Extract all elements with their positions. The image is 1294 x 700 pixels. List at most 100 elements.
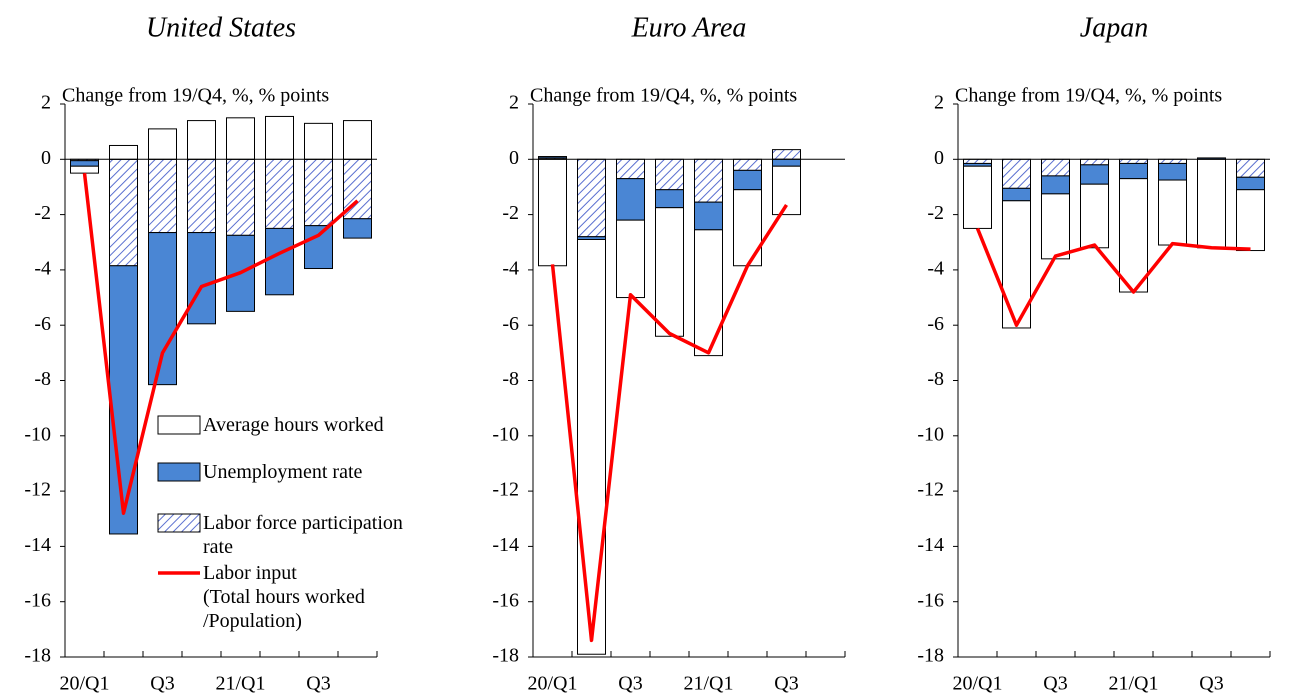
y-tick-label: -8 [927,368,944,390]
bar [70,165,99,174]
bar [109,265,138,535]
bar [343,218,372,239]
bar [1197,158,1226,249]
bar [577,158,606,238]
bar [733,169,762,191]
bar [226,117,255,160]
y-tick-label: -2 [502,202,519,224]
line-series [975,227,1251,327]
bar [1002,158,1031,189]
chart-title: Euro Area [631,12,747,43]
bar [694,158,723,203]
y-tick-label: -16 [24,589,51,611]
y-tick-label: 0 [509,147,519,169]
bar [148,158,177,234]
bar [963,158,992,164]
bar [733,189,762,267]
y-tick-label: -16 [492,589,519,611]
y-tick-label: 0 [41,147,51,169]
bar [1041,193,1070,260]
bar [616,178,645,221]
bar [772,158,801,167]
bar [343,120,372,160]
bar [655,189,684,209]
bar [1236,176,1265,191]
y-tick-label: -4 [927,257,944,279]
bar [304,122,333,160]
y-tick-label: -18 [492,645,519,667]
bar [187,120,216,160]
y-tick-label: 2 [509,92,519,114]
x-tick-label: 20/Q1 [528,673,578,695]
legend-label: Unemployment rate [203,461,363,483]
y-tick-label: -10 [917,423,944,445]
legend-patch [157,415,201,435]
bar [1119,162,1148,180]
y-tick-label: -8 [502,368,519,390]
bar [1236,158,1265,178]
y-tick-label: -4 [502,257,519,279]
x-tick-label: 21/Q1 [684,673,734,695]
axis-subtitle: Change from 19/Q4, %, % points [62,85,329,107]
y-tick-label: -10 [492,423,519,445]
bar [1041,158,1070,177]
y-tick-label: -14 [917,534,944,556]
legend-patch [157,462,201,482]
y-tick-label: 0 [934,147,944,169]
y-tick-label: -18 [917,645,944,667]
x-tick-label: Q3 [618,673,642,695]
y-tick-label: -12 [917,479,944,501]
y-tick-label: -12 [492,479,519,501]
bar [148,232,177,386]
bar [963,165,992,229]
x-tick-label: 21/Q1 [1109,673,1159,695]
legend-label: Labor input (Total hours worked /Populat… [203,562,365,632]
bar [1158,162,1187,181]
bar [1002,187,1031,202]
y-tick-label: -16 [917,589,944,611]
bar [1041,175,1070,195]
bar [577,238,606,655]
y-tick-label: -14 [24,534,51,556]
bar [304,225,333,270]
bar [187,158,216,234]
line-series [82,172,359,515]
chart-title: United States [146,12,296,43]
legend-label: Labor force participation rate [203,512,403,558]
bar [70,160,99,167]
x-tick-label: Q3 [1199,673,1223,695]
y-tick-label: -6 [502,313,519,335]
y-tick-label: 2 [41,92,51,114]
x-tick-label: Q3 [774,673,798,695]
y-tick-label: -8 [34,368,51,390]
y-tick-label: -2 [927,202,944,224]
bar [694,201,723,231]
bar [694,229,723,357]
bar [772,149,801,160]
bar [733,158,762,171]
bar [1158,158,1187,164]
bar [304,158,333,227]
bar [226,158,255,236]
y-tick-label: -18 [24,645,51,667]
bar [616,158,645,180]
bar [148,128,177,160]
bar [655,158,684,191]
x-tick-label: Q3 [150,673,174,695]
y-tick-label: -14 [492,534,519,556]
bar [772,165,801,216]
x-tick-label: 21/Q1 [216,673,266,695]
bar [1080,183,1109,249]
bar [1080,164,1109,185]
y-tick-label: 2 [934,92,944,114]
axis-subtitle: Change from 19/Q4, %, % points [530,85,797,107]
bar [109,158,138,267]
bar [1158,179,1187,246]
legend-patch [157,513,201,533]
y-tick-label: -12 [24,479,51,501]
bar [265,158,294,229]
bar [616,219,645,299]
chart-title: Japan [1080,12,1148,43]
bar [538,158,567,267]
bar [1119,178,1148,293]
